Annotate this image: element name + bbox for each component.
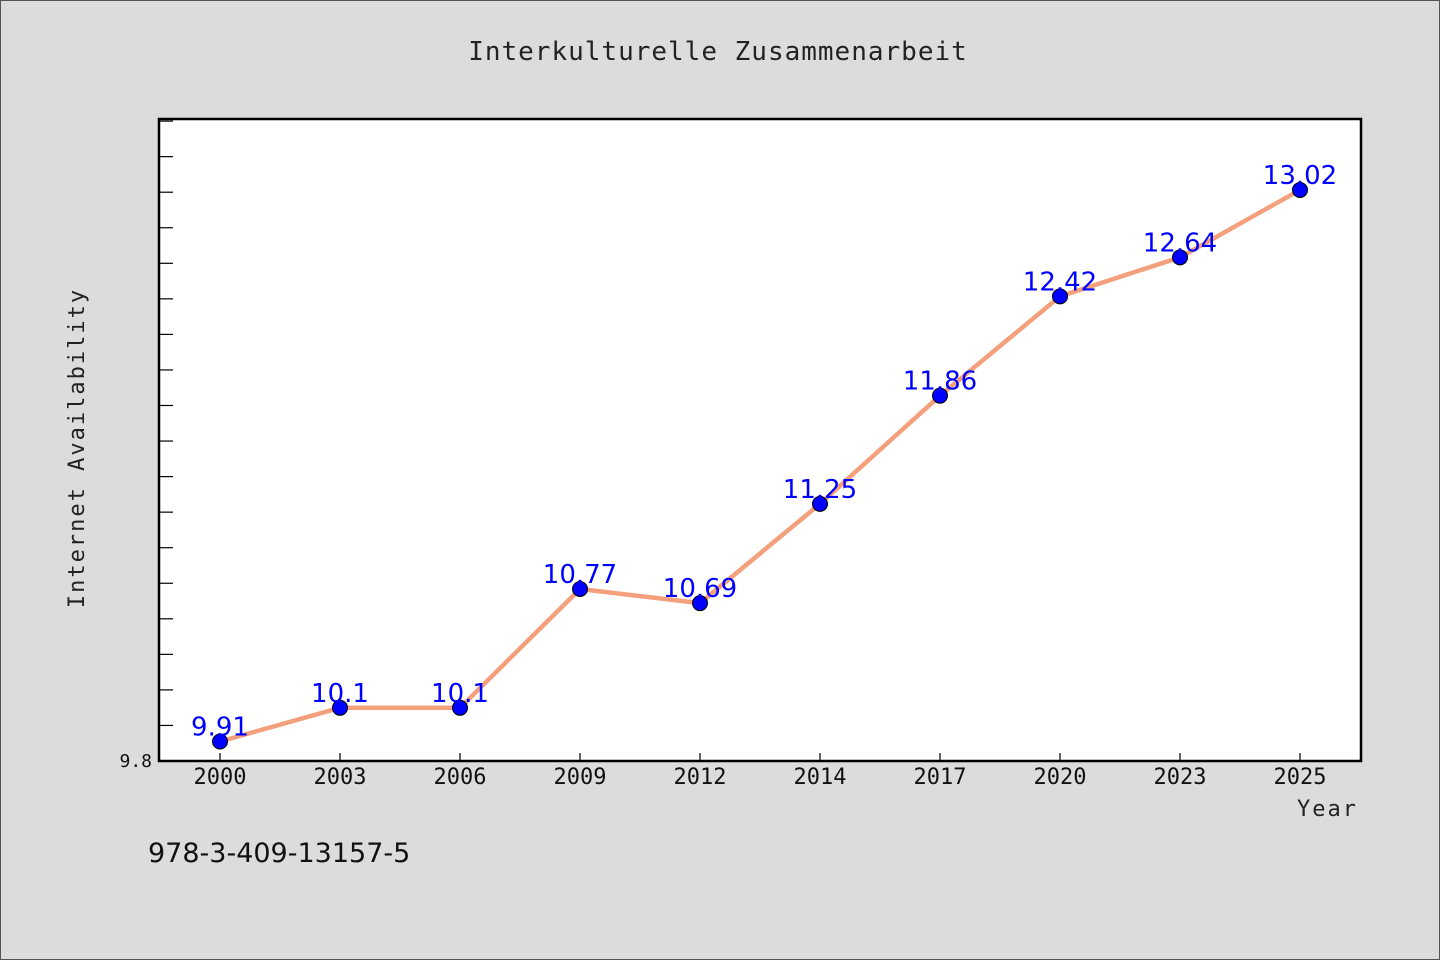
data-label: 11.25	[783, 475, 857, 505]
data-point	[212, 733, 228, 750]
x-axis-ticks: 2000 2003 2006 2009 2012 2014 2017 2020 2023 2025	[194, 753, 1327, 790]
data-point	[1052, 288, 1068, 305]
x-tick-label: 2012	[674, 765, 727, 790]
data-point	[812, 495, 828, 512]
data-label: 10.1	[311, 679, 369, 709]
x-axis-label: Year	[1297, 797, 1358, 822]
data-label: 9.91	[191, 712, 249, 742]
data-point	[1172, 249, 1188, 266]
data-point	[932, 387, 948, 404]
x-tick-label: 2000	[194, 765, 247, 790]
series-layer: 9.91 10.1 10.1 10.77 10.69 11.25 11.86 12.42 12.…	[191, 161, 1337, 750]
data-point	[452, 699, 468, 716]
data-label: 10.1	[431, 679, 489, 709]
y-axis-label: Internet Availability	[65, 288, 90, 608]
y-axis-ticks	[159, 120, 173, 762]
data-point	[572, 580, 588, 597]
data-label: 13.02	[1263, 161, 1337, 191]
data-point	[692, 595, 708, 612]
x-tick-label: 2009	[554, 765, 607, 790]
series-line	[217, 187, 1303, 744]
data-point	[332, 699, 348, 716]
data-label: 11.86	[903, 367, 977, 397]
plot-area	[157, 117, 1363, 763]
x-tick-label: 2025	[1274, 765, 1327, 790]
data-label: 10.69	[663, 574, 737, 604]
x-tick-label: 2006	[434, 765, 487, 790]
chart-title: Interkulturelle Zusammenarbeit	[468, 37, 968, 67]
data-label: 12.42	[1023, 267, 1097, 297]
data-label: 12.64	[1143, 228, 1217, 258]
footer-text: 978-3-409-13157-5	[148, 838, 410, 869]
x-tick-label: 2023	[1154, 765, 1207, 790]
y-tick-label: 9.8	[119, 751, 152, 772]
x-tick-label: 2020	[1034, 765, 1087, 790]
data-label: 10.77	[543, 560, 617, 590]
x-tick-label: 2003	[314, 765, 367, 790]
data-point	[1292, 181, 1308, 198]
x-tick-label: 2017	[914, 765, 967, 790]
x-tick-label: 2014	[794, 765, 847, 790]
